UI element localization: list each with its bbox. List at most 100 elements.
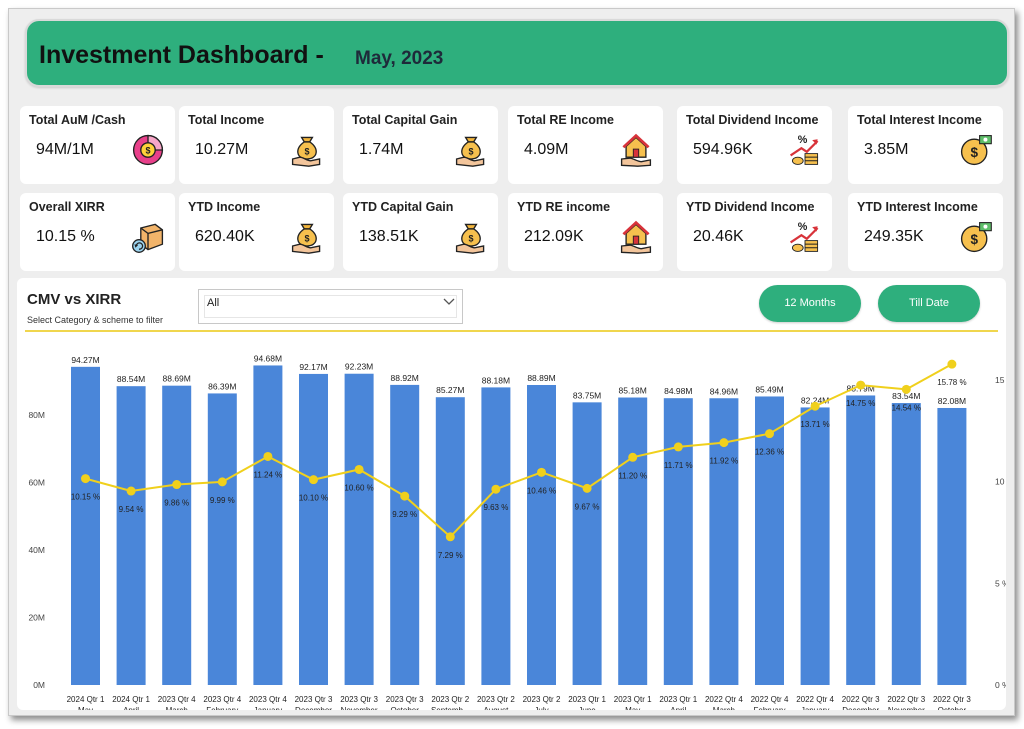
xirr-point — [810, 401, 820, 411]
chevron-down-icon — [443, 298, 455, 305]
xirr-point — [719, 438, 729, 448]
twelve-months-button[interactable]: 12 Months — [759, 285, 861, 322]
cmv-bar — [481, 387, 511, 685]
x-tick-label-quarter: 2023 Qtr 3 — [295, 695, 333, 704]
house-hand-icon — [618, 219, 654, 255]
x-tick-label-month: October — [938, 706, 967, 710]
kpi-label: Total Interest Income — [857, 113, 982, 127]
x-tick-label-month: December — [295, 706, 332, 710]
line-data-label: 9.67 % — [575, 502, 600, 511]
cmv-bar — [663, 398, 693, 685]
bar-data-label: 92.23M — [345, 362, 373, 372]
x-tick-label-month: June — [578, 706, 596, 710]
kpi-card-ytd-capital-gain: YTD Capital Gain 138.51K $ — [343, 193, 498, 271]
x-tick-label-quarter: 2023 Qtr 1 — [614, 695, 652, 704]
xirr-point — [901, 384, 911, 394]
kpi-value: 620.40K — [195, 228, 255, 245]
x-tick-label-month: July — [534, 706, 548, 710]
line-data-label: 11.20 % — [618, 471, 647, 480]
x-tick-label-quarter: 2022 Qtr 3 — [842, 695, 880, 704]
cmv-bar — [207, 393, 237, 685]
x-tick-label-month: January — [801, 706, 829, 710]
xirr-point — [628, 452, 638, 462]
kpi-label: YTD Income — [188, 200, 261, 214]
xirr-point — [537, 467, 546, 477]
cmv-bar — [618, 397, 648, 685]
xirr-point — [673, 442, 683, 452]
x-tick-label-quarter: 2024 Qtr 1 — [67, 695, 105, 704]
kpi-card-overall-xirr: Overall XIRR 10.15 % — [20, 193, 175, 271]
xirr-point — [81, 474, 90, 484]
dashboard-header: Investment Dashboard - May, 2023 — [25, 19, 1009, 87]
x-tick-label-quarter: 2023 Qtr 4 — [158, 695, 196, 704]
svg-text:$: $ — [145, 146, 150, 156]
svg-text:$: $ — [468, 234, 473, 244]
svg-text:%: % — [798, 134, 808, 146]
xirr-point — [491, 484, 501, 494]
x-tick-label-quarter: 2023 Qtr 4 — [249, 695, 287, 704]
kpi-label: Total Capital Gain — [352, 113, 458, 127]
house-hand-icon — [618, 132, 654, 168]
bar-data-label: 88.18M — [482, 375, 510, 385]
svg-text:%: % — [798, 221, 808, 233]
xirr-point — [126, 486, 136, 496]
x-tick-label-quarter: 2022 Qtr 4 — [705, 695, 743, 704]
x-tick-label-month: April — [670, 706, 686, 710]
cmv-bar — [891, 403, 921, 685]
chart-subtitle: Select Category & scheme to filter — [27, 315, 164, 325]
bar-data-label: 88.92M — [391, 373, 419, 383]
kpi-label: YTD RE income — [517, 200, 611, 214]
coins-percent-arrow-icon: % — [787, 132, 823, 168]
cmv-bar — [162, 385, 192, 685]
kpi-card-ytd-interest-income: YTD Interest Income 249.35K $ — [848, 193, 1003, 271]
x-tick-label-month: November — [341, 706, 378, 710]
kpi-card-total-interest-income: Total Interest Income 3.85M $ — [848, 106, 1003, 184]
bar-data-label: 85.49M — [755, 384, 783, 394]
cmv-bar — [755, 396, 784, 685]
x-tick-label-quarter: 2022 Qtr 3 — [887, 695, 925, 704]
kpi-value: 4.09M — [524, 141, 569, 158]
chart-title: CMV vs XIRR — [27, 291, 122, 308]
cmv-xirr-chart: 0M 20M 40M 60M 80M 0 % 5 % 10 % 15 % 94.27M 2024 Q… — [28, 353, 1006, 710]
xirr-point — [309, 475, 318, 485]
box-return-icon — [130, 219, 166, 255]
bar-data-label: 85.18M — [619, 386, 647, 396]
kpi-label: YTD Interest Income — [857, 200, 978, 214]
kpi-card-ytd-dividend-income: YTD Dividend Income 20.46K% — [677, 193, 832, 271]
svg-text:$: $ — [468, 147, 473, 157]
svg-text:$: $ — [970, 145, 978, 160]
x-tick-label-month: February — [753, 706, 785, 710]
line-data-label: 9.86 % — [164, 499, 189, 508]
kpi-value: 594.96K — [693, 141, 753, 158]
x-tick-label-quarter: 2023 Qtr 2 — [477, 695, 515, 704]
coin-money-icon: $ — [958, 132, 994, 168]
bar-data-label: 94.27M — [71, 355, 99, 365]
svg-text:$: $ — [304, 234, 309, 244]
line-data-label: 9.99 % — [210, 496, 235, 505]
cmv-xirr-chart-panel: CMV vs XIRR Select Category & scheme to … — [17, 278, 1006, 710]
x-tick-label-month: April — [123, 706, 139, 710]
bar-data-label: 86.39M — [208, 381, 236, 391]
x-tick-label-month: January — [254, 706, 282, 710]
kpi-card-total-dividend-income: Total Dividend Income 594.96K% — [677, 106, 832, 184]
line-data-label: 9.54 % — [119, 505, 144, 514]
y-left-tick-label: 60M — [28, 478, 45, 488]
category-filter-dropdown[interactable]: All — [198, 289, 463, 324]
x-tick-label-quarter: 2023 Qtr 2 — [431, 695, 469, 704]
line-data-label: 13.71 % — [800, 420, 829, 429]
kpi-card-total-re-income: Total RE Income 4.09M — [508, 106, 663, 184]
line-data-label: 10.60 % — [344, 483, 373, 492]
x-tick-label-quarter: 2023 Qtr 1 — [659, 695, 697, 704]
till-date-button[interactable]: Till Date — [878, 285, 980, 322]
line-data-label: 10.10 % — [299, 494, 328, 503]
kpi-card-ytd-re-income: YTD RE income 212.09K — [508, 193, 663, 271]
xirr-point — [172, 480, 182, 490]
money-bag-hand-icon: $ — [453, 219, 489, 255]
dashboard-frame: Investment Dashboard - May, 2023 Total A… — [8, 8, 1015, 716]
cmv-bar — [299, 373, 328, 685]
x-tick-label-quarter: 2023 Qtr 3 — [340, 695, 378, 704]
bar-data-label: 88.54M — [117, 374, 145, 384]
kpi-label: YTD Capital Gain — [352, 200, 454, 214]
x-tick-label-quarter: 2023 Qtr 1 — [568, 695, 606, 704]
bar-data-label: 92.17M — [299, 362, 327, 372]
